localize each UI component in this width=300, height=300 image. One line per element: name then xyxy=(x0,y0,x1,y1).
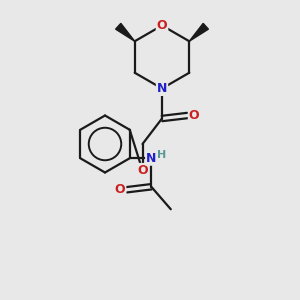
Polygon shape xyxy=(116,23,135,41)
Text: N: N xyxy=(157,82,167,95)
Text: O: O xyxy=(189,109,200,122)
Text: O: O xyxy=(157,19,167,32)
Text: N: N xyxy=(146,152,157,165)
Text: O: O xyxy=(115,183,125,196)
Text: H: H xyxy=(157,150,167,160)
Polygon shape xyxy=(189,23,208,41)
Text: O: O xyxy=(137,164,148,177)
